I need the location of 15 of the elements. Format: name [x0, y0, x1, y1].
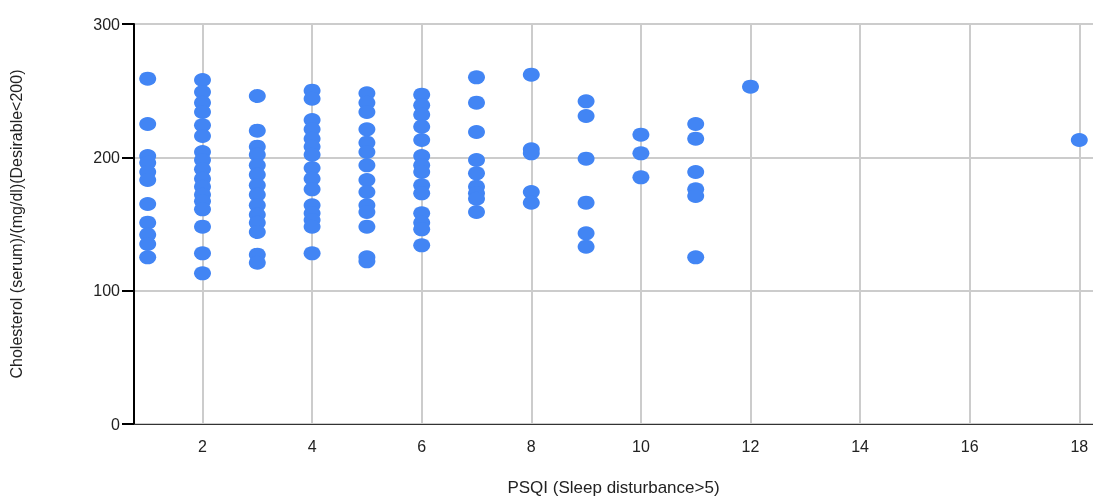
x-tick-label: 12: [741, 437, 760, 455]
y-tick-label: 200: [93, 148, 121, 166]
x-axis-title: PSQI (Sleep disturbance>5): [507, 478, 720, 497]
x-tick-label: 10: [632, 437, 650, 455]
x-tick-label: 6: [417, 437, 427, 455]
x-tick-label: 4: [307, 437, 317, 455]
x-tick-label: 14: [851, 437, 870, 455]
x-tick-label: 2: [198, 437, 208, 455]
y-tick-label: 100: [93, 282, 121, 300]
x-tick-label: 18: [1070, 437, 1089, 455]
y-axis-title: Cholesterol (serum)/(mg/dl)(Desirable<200): [7, 69, 25, 379]
x-tick-label: 8: [526, 437, 536, 455]
y-tick-label: 300: [93, 15, 121, 33]
y-tick-label: 0: [111, 415, 121, 433]
x-tick-label: 16: [960, 437, 979, 455]
